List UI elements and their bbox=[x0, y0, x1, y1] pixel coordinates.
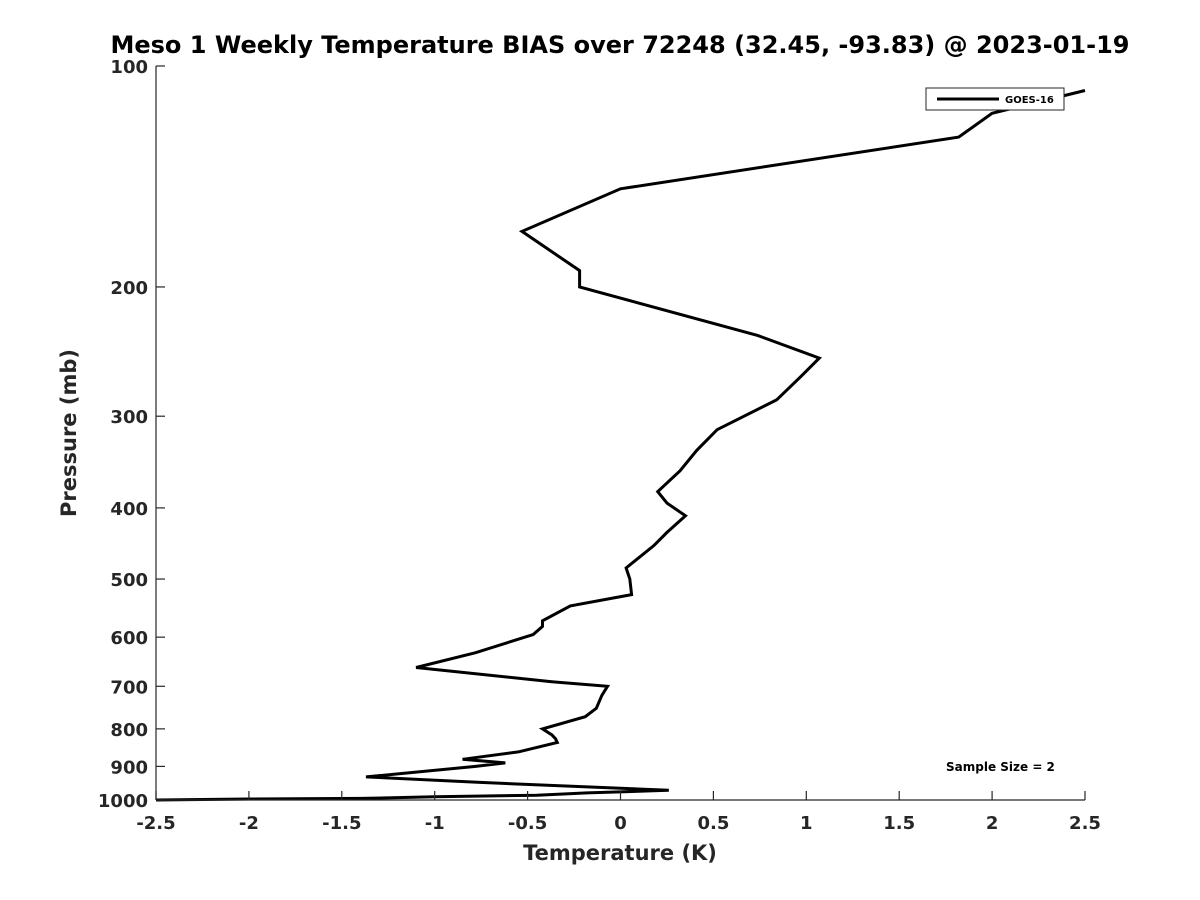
x-tick-label: 1 bbox=[800, 813, 813, 834]
goes16-bias-line bbox=[155, 89, 1086, 802]
y-tick-label: 300 bbox=[110, 407, 148, 428]
plot-area bbox=[155, 89, 1086, 802]
y-tick-label: 200 bbox=[110, 278, 148, 299]
y-tick-label: 500 bbox=[110, 570, 148, 591]
y-tick-label: 400 bbox=[110, 499, 148, 520]
y-tick-label: 700 bbox=[110, 677, 148, 698]
x-tick-label: -1.5 bbox=[322, 813, 361, 834]
x-tick-label: 0 bbox=[614, 813, 627, 834]
x-tick-label: -0.5 bbox=[508, 813, 547, 834]
y-tick-label: 1000 bbox=[98, 791, 148, 812]
chart-title: Meso 1 Weekly Temperature BIAS over 7224… bbox=[110, 31, 1129, 59]
y-tick-label: 100 bbox=[110, 57, 148, 78]
y-tick-label: 600 bbox=[110, 628, 148, 649]
x-tick-label: -2.5 bbox=[136, 813, 175, 834]
y-axis-label: Pressure (mb) bbox=[57, 349, 81, 517]
x-axis-label: Temperature (K) bbox=[523, 841, 717, 865]
x-tick-label: 2.5 bbox=[1069, 813, 1101, 834]
x-tick-label: 0.5 bbox=[697, 813, 729, 834]
x-tick-label: -2 bbox=[239, 813, 259, 834]
x-tick-label: -1 bbox=[425, 813, 445, 834]
y-tick-label: 800 bbox=[110, 720, 148, 741]
y-ticks: 100 200 300 400 500 600 700 800 900 1000 bbox=[98, 57, 165, 812]
legend: GOES-16 bbox=[925, 87, 1065, 111]
x-tick-label: 2 bbox=[986, 813, 999, 834]
sample-size-annotation: Sample Size = 2 bbox=[946, 760, 1055, 774]
legend-label-goes16: GOES-16 bbox=[1005, 95, 1054, 106]
axes: -2.5 -2 -1.5 -1 -0.5 0 0.5 1 1.5 2 2.5 100 200 300 40… bbox=[98, 57, 1101, 834]
x-tick-label: 1.5 bbox=[883, 813, 915, 834]
y-tick-label: 900 bbox=[110, 757, 148, 778]
x-ticks: -2.5 -2 -1.5 -1 -0.5 0 0.5 1 1.5 2 2.5 bbox=[136, 791, 1101, 834]
